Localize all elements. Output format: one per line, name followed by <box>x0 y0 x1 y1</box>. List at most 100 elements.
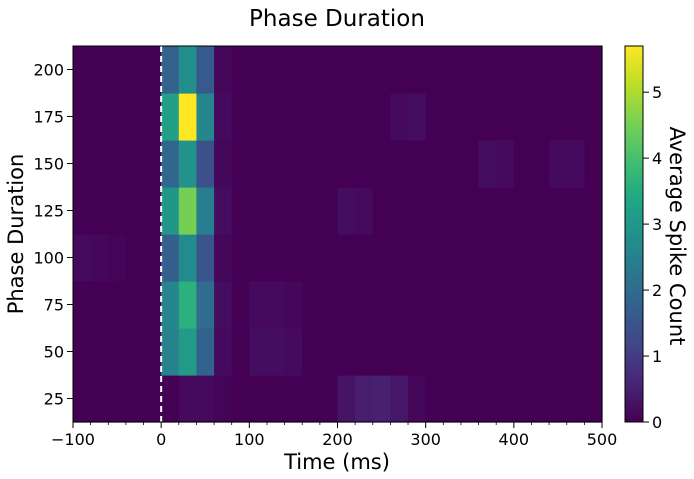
y-tick-label: 100 <box>33 249 64 268</box>
heatmap-cell <box>549 375 568 423</box>
heatmap-cell <box>408 93 427 141</box>
heatmap-cell <box>566 281 585 329</box>
heatmap-cell <box>249 234 268 282</box>
heatmap-cell <box>460 234 480 282</box>
heatmap-cell <box>478 328 497 376</box>
colorbar-tick-label: 3 <box>652 215 662 234</box>
heatmap-cell <box>549 140 568 188</box>
y-axis: 25 50 75 100 125 150 175 200 <box>33 61 73 409</box>
heatmap-cell <box>143 93 162 141</box>
heatmap-cell <box>161 46 180 94</box>
heatmap-cell <box>90 234 109 282</box>
heatmap-cell <box>284 187 303 235</box>
heatmap-cell <box>143 328 162 376</box>
heatmap-cell <box>161 140 180 188</box>
heatmap-cell <box>249 46 268 94</box>
heatmap-cell <box>566 46 585 94</box>
heatmap-cell <box>161 93 180 141</box>
heatmap-cell <box>372 375 391 423</box>
heatmap-cell <box>196 187 215 235</box>
heatmap-cell <box>584 93 603 141</box>
x-tick-label: 400 <box>499 430 530 449</box>
colorbar-tick-label: 2 <box>652 281 662 300</box>
heatmap-cell <box>531 187 550 235</box>
heatmap-cell <box>73 234 92 282</box>
heatmap-cell <box>178 93 198 141</box>
heatmap-cell <box>178 375 198 423</box>
heatmap-cell <box>178 46 198 94</box>
heatmap-cell <box>549 328 568 376</box>
heatmap-cell <box>355 375 374 423</box>
heatmap-cell <box>390 93 409 141</box>
heatmap-cell <box>231 187 250 235</box>
heatmap-cell <box>196 46 215 94</box>
heatmap-cell <box>443 140 462 188</box>
heatmap-cell <box>513 328 533 376</box>
heatmap-cell <box>319 93 339 141</box>
heatmap-cell <box>531 46 550 94</box>
heatmap-cell <box>178 140 198 188</box>
heatmap-cell <box>302 375 321 423</box>
heatmap-cell <box>355 46 374 94</box>
heatmap-cell <box>513 46 533 94</box>
heatmap-cell <box>460 375 480 423</box>
heatmap-cell <box>337 46 356 94</box>
heatmap-cell <box>337 234 356 282</box>
heatmap-cell <box>249 140 268 188</box>
heatmap-cell <box>161 375 180 423</box>
heatmap-cell <box>302 46 321 94</box>
heatmap-cell <box>231 375 250 423</box>
y-axis-label: Phase Duration <box>4 154 28 315</box>
heatmap-cell <box>478 93 497 141</box>
heatmap-cell <box>125 93 145 141</box>
heatmap-cell <box>513 375 533 423</box>
heatmap-cell <box>549 281 568 329</box>
heatmap-cell <box>90 46 109 94</box>
heatmap-cell <box>249 375 268 423</box>
heatmap-cell <box>143 234 162 282</box>
heatmap-cell <box>266 375 286 423</box>
heatmap-cell <box>372 140 391 188</box>
heatmap-cell <box>302 328 321 376</box>
heatmap-cell <box>425 46 444 94</box>
heatmap-cell <box>443 375 462 423</box>
heatmap-cell <box>460 93 480 141</box>
heatmap-cell <box>408 328 427 376</box>
y-tick-label: 150 <box>33 155 64 174</box>
heatmap-cell <box>408 234 427 282</box>
heatmap-cell <box>284 46 303 94</box>
heatmap-cell <box>231 93 250 141</box>
heatmap-cell <box>372 187 391 235</box>
colorbar-tick-label: 4 <box>652 149 662 168</box>
heatmap-cell <box>337 187 356 235</box>
heatmap-cell <box>302 234 321 282</box>
heatmap-cell <box>143 281 162 329</box>
heatmap-cell <box>460 328 480 376</box>
heatmap-cell <box>390 187 409 235</box>
heatmap-cell <box>496 140 515 188</box>
heatmap-cell <box>231 140 250 188</box>
heatmap-cell <box>443 328 462 376</box>
heatmap-cell <box>390 140 409 188</box>
heatmap-cell <box>161 328 180 376</box>
heatmap-cell <box>231 281 250 329</box>
heatmap-cell <box>249 187 268 235</box>
x-axis-label: Time (ms) <box>283 450 390 474</box>
colorbar <box>624 45 644 423</box>
heatmap-cell <box>390 234 409 282</box>
heatmap-cell <box>443 46 462 94</box>
colorbar-tick-label: 1 <box>652 347 662 366</box>
heatmap-cell <box>355 93 374 141</box>
heatmap-cell <box>478 46 497 94</box>
heatmap-cell <box>214 375 233 423</box>
heatmap-cell <box>90 328 109 376</box>
heatmap-cell <box>284 234 303 282</box>
heatmap-cell <box>284 328 303 376</box>
heatmap-cell <box>125 375 145 423</box>
heatmap-cell <box>214 234 233 282</box>
heatmap-cell <box>108 281 127 329</box>
heatmap-cell <box>143 375 162 423</box>
heatmap-cell <box>496 328 515 376</box>
heatmap-cell <box>372 46 391 94</box>
heatmap-cell <box>196 375 215 423</box>
